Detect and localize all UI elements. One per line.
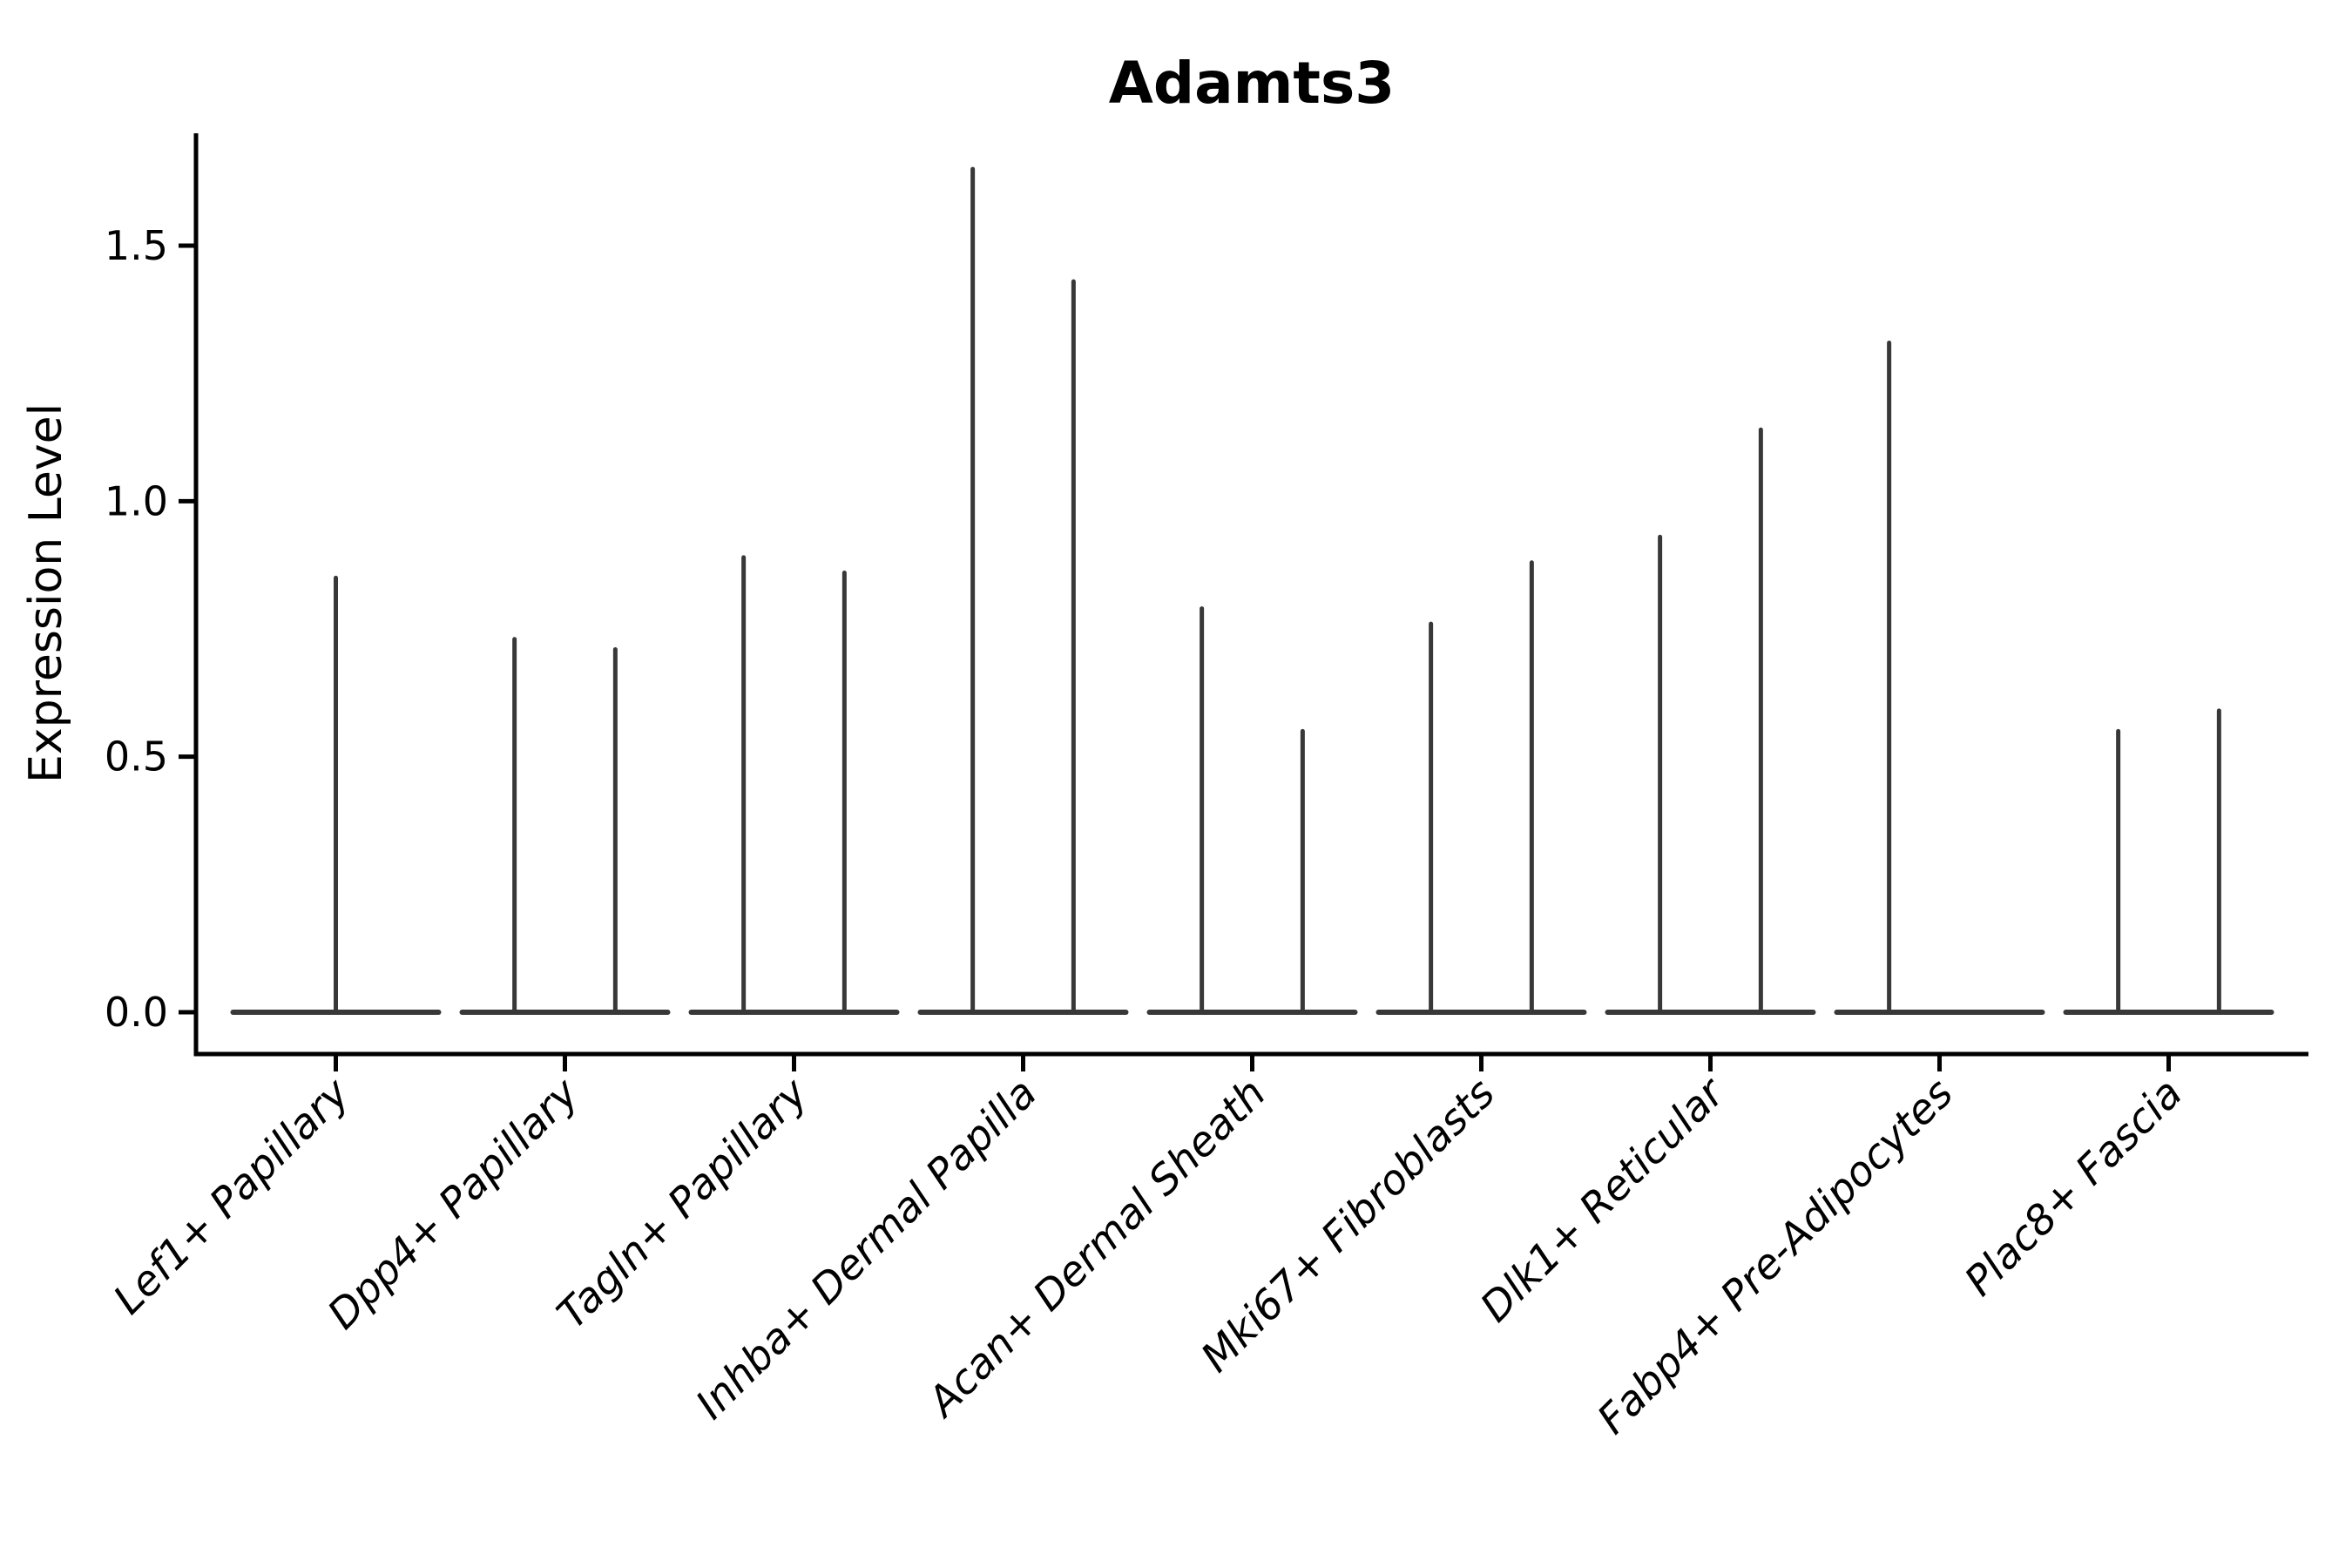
violins-layer (230, 166, 2274, 1015)
violin-8 (2063, 708, 2274, 1015)
x-tick-label: Dpp4+ Papillary (319, 1069, 589, 1339)
y-tick-label: 1.5 (105, 222, 168, 269)
x-tick-label: Dlk1+ Reticular (1471, 1068, 1735, 1332)
violin-5 (1375, 560, 1587, 1015)
x-tick-label: Plac8+ Fascia (1956, 1070, 2192, 1306)
violin-1 (459, 637, 671, 1015)
x-tick-label: Tagln+ Papillary (548, 1069, 818, 1339)
y-axis-label: Expression Level (20, 403, 72, 783)
violin-7 (1834, 341, 2045, 1015)
y-tick-label: 0.5 (105, 733, 168, 781)
y-tick-label: 1.0 (105, 477, 168, 524)
violin-4 (1146, 606, 1358, 1015)
violin-2 (688, 555, 900, 1015)
violin-3 (917, 166, 1129, 1015)
y-tick-label: 0.0 (105, 989, 168, 1036)
chart-title: Adamts3 (1109, 50, 1395, 117)
violin-6 (1605, 427, 1816, 1015)
violin-0 (230, 575, 442, 1015)
x-tick-label: Lef1+ Papillary (105, 1069, 360, 1324)
